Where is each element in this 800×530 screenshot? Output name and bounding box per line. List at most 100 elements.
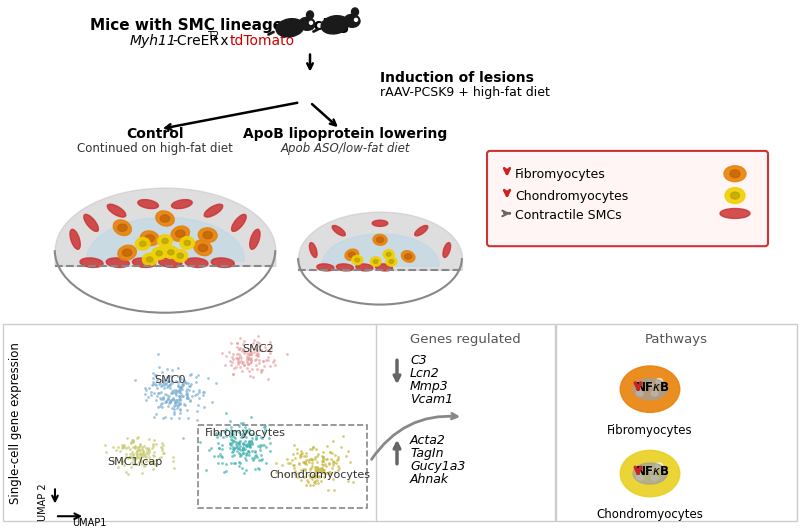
Point [278, 470, 291, 478]
Point [171, 402, 184, 410]
Point [323, 458, 336, 467]
Ellipse shape [386, 257, 397, 266]
Text: Fibromyocytes: Fibromyocytes [607, 424, 693, 437]
Ellipse shape [332, 225, 346, 236]
Point [122, 454, 134, 462]
Point [322, 468, 335, 476]
Point [215, 441, 228, 449]
Text: SMC2: SMC2 [242, 344, 274, 355]
Point [185, 380, 198, 388]
Point [229, 434, 242, 442]
Point [174, 393, 186, 402]
Point [144, 391, 157, 399]
Point [317, 461, 330, 469]
Point [170, 398, 182, 406]
Point [233, 357, 246, 366]
Point [336, 432, 349, 440]
Point [246, 440, 258, 448]
Point [210, 433, 223, 441]
Point [236, 418, 249, 427]
Point [218, 467, 230, 476]
Point [178, 401, 191, 409]
Point [228, 364, 241, 372]
Point [242, 438, 255, 446]
Ellipse shape [636, 391, 643, 396]
Point [171, 382, 184, 390]
Point [281, 349, 294, 358]
Point [232, 358, 245, 367]
Point [246, 447, 258, 455]
Point [245, 356, 258, 364]
Point [282, 458, 294, 467]
Point [114, 456, 127, 464]
Point [243, 367, 256, 375]
Point [125, 453, 138, 462]
Ellipse shape [163, 246, 178, 259]
Point [298, 458, 310, 466]
Ellipse shape [620, 366, 680, 412]
Point [130, 447, 143, 455]
Point [230, 437, 242, 446]
Point [318, 469, 330, 477]
Point [168, 388, 181, 397]
Point [267, 356, 280, 365]
Point [245, 350, 258, 358]
Point [150, 370, 162, 379]
Point [322, 486, 334, 494]
Point [307, 443, 320, 452]
Point [252, 350, 265, 358]
Point [133, 449, 146, 457]
Point [170, 395, 183, 404]
Point [219, 352, 232, 360]
Point [154, 395, 167, 403]
Point [266, 357, 279, 366]
Point [172, 372, 185, 381]
Point [255, 434, 268, 442]
Point [155, 367, 168, 376]
Point [214, 431, 226, 439]
Point [258, 422, 271, 430]
Ellipse shape [730, 192, 739, 199]
Point [255, 368, 268, 376]
Ellipse shape [355, 258, 360, 262]
Point [308, 472, 321, 481]
Ellipse shape [636, 475, 643, 481]
Point [162, 401, 174, 410]
Point [203, 446, 216, 455]
Point [295, 449, 308, 458]
Point [314, 467, 326, 475]
Point [224, 440, 237, 448]
Ellipse shape [377, 237, 383, 243]
Point [262, 352, 274, 361]
Point [124, 453, 137, 462]
Point [286, 456, 299, 464]
Text: Vcam1: Vcam1 [410, 393, 453, 406]
Point [246, 456, 259, 464]
Point [180, 378, 193, 387]
Point [327, 475, 340, 484]
Point [124, 449, 137, 458]
Point [127, 436, 140, 444]
Point [151, 388, 164, 397]
Point [222, 348, 235, 356]
Point [234, 442, 246, 450]
Point [342, 447, 354, 455]
Point [139, 457, 152, 465]
Point [327, 458, 340, 467]
Point [234, 352, 246, 360]
Ellipse shape [158, 258, 182, 268]
Point [247, 454, 260, 463]
Point [239, 466, 252, 474]
Point [173, 392, 186, 400]
Point [238, 360, 250, 369]
Point [253, 342, 266, 350]
Point [244, 354, 257, 362]
Point [238, 454, 251, 462]
Point [156, 394, 169, 402]
Point [149, 371, 162, 379]
Point [186, 386, 199, 395]
Point [202, 374, 214, 382]
Point [171, 381, 184, 390]
Point [213, 444, 226, 452]
Point [162, 394, 174, 402]
